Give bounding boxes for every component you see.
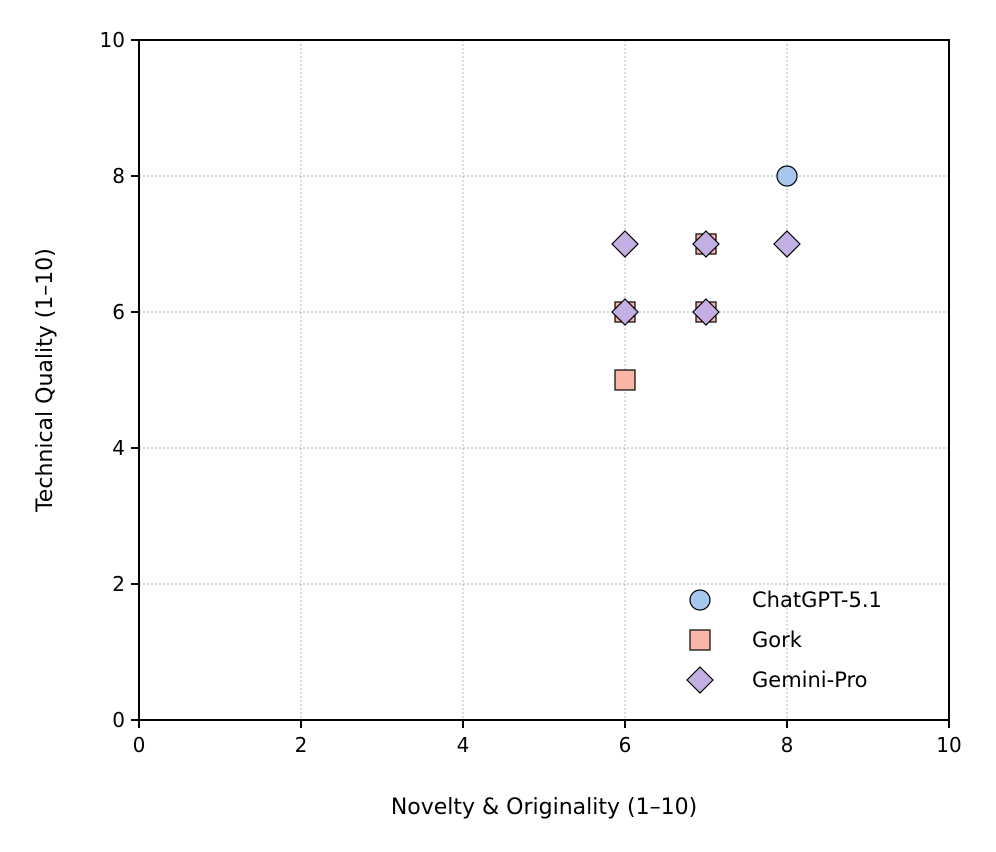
legend-label: ChatGPT-5.1 bbox=[752, 588, 882, 612]
legend-circle-marker bbox=[689, 589, 711, 611]
plot-frame bbox=[138, 39, 950, 721]
y-axis-label: Technical Quality (1–10) bbox=[33, 248, 58, 513]
legend-label: Gork bbox=[752, 628, 803, 652]
legend: ChatGPT-5.1 Gork Gemini-Pro bbox=[686, 588, 882, 694]
circle-point bbox=[776, 165, 798, 187]
diamond-point bbox=[692, 230, 720, 258]
diamond-point bbox=[611, 230, 639, 258]
y-tick-label: 2 bbox=[112, 572, 125, 596]
y-tick-label: 4 bbox=[112, 436, 125, 460]
y-tick-label: 0 bbox=[112, 708, 125, 732]
diamond-point bbox=[773, 230, 801, 258]
axis-ticks: 0 2 4 6 8 10 0 2 4 6 8 10 bbox=[100, 28, 962, 757]
y-tick-label: 6 bbox=[112, 300, 125, 324]
diamond-point bbox=[611, 298, 639, 326]
diamond-point bbox=[692, 298, 720, 326]
x-tick-label: 4 bbox=[457, 733, 470, 757]
x-tick-label: 8 bbox=[781, 733, 794, 757]
square-point bbox=[614, 369, 636, 391]
x-tick-label: 10 bbox=[936, 733, 961, 757]
x-tick-label: 2 bbox=[295, 733, 308, 757]
x-axis-label: Novelty & Originality (1–10) bbox=[391, 795, 697, 820]
legend-square-marker bbox=[689, 629, 711, 651]
series-chatgpt-5-1 bbox=[776, 165, 798, 187]
series-gemini-pro bbox=[611, 230, 801, 326]
x-tick-label: 6 bbox=[619, 733, 632, 757]
data-points bbox=[611, 165, 801, 391]
legend-diamond-marker bbox=[686, 666, 714, 694]
x-tick-label: 0 bbox=[133, 733, 146, 757]
legend-label: Gemini-Pro bbox=[752, 668, 868, 692]
grid bbox=[138, 39, 950, 721]
y-tick-label: 8 bbox=[112, 164, 125, 188]
y-tick-label: 10 bbox=[100, 28, 125, 52]
